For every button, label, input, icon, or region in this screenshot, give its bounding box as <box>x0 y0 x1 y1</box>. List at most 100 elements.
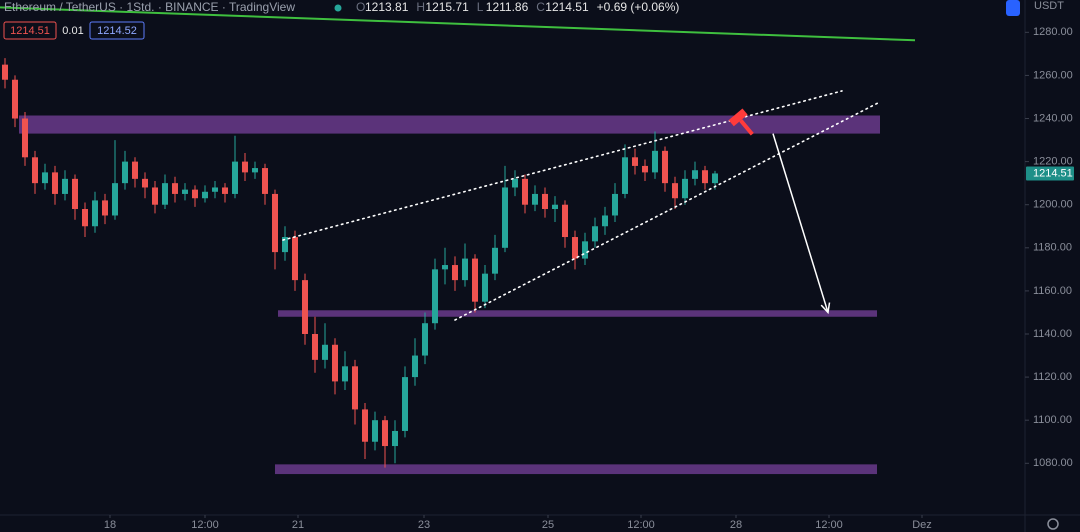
y-tick-label: 1260.00 <box>1033 69 1073 81</box>
ohlc-value: 1213.81 <box>365 0 409 14</box>
candle-body <box>702 170 708 184</box>
ohlc-value: 1215.71 <box>425 0 469 14</box>
ohlc-key: H <box>416 0 425 14</box>
candle-body <box>622 157 628 194</box>
ohlc-key: O <box>356 0 365 14</box>
candle-body <box>332 344 338 382</box>
candle-body <box>192 189 198 199</box>
arrow <box>772 133 829 313</box>
x-tick-label: 25 <box>542 519 554 531</box>
candle-body <box>12 79 18 119</box>
ohlc-legend: O 1213.81 H 1215.71 L 1211.86 C 1214.51 +0.69 (+… <box>356 0 679 14</box>
candle-body <box>272 193 278 253</box>
moving-average <box>0 6 916 42</box>
candle-body <box>302 280 308 334</box>
candle-body <box>292 237 298 281</box>
candle-body <box>352 366 358 410</box>
candle-body <box>322 344 328 360</box>
candle-body <box>112 183 118 216</box>
spread: 0.01 <box>62 25 83 37</box>
candle-body <box>182 189 188 194</box>
candle-body <box>72 178 78 210</box>
candle-body <box>32 157 38 184</box>
buy-box[interactable] <box>89 21 145 40</box>
candle-body <box>542 193 548 210</box>
candle-body <box>152 187 158 205</box>
last-price-box <box>1026 166 1074 181</box>
y-tick-label: 1180.00 <box>1033 242 1072 254</box>
y-tick-label: 1120.00 <box>1033 371 1072 383</box>
candle-body <box>92 200 98 227</box>
candle-body <box>222 187 228 194</box>
candle-body <box>572 237 578 259</box>
ohlc-value: 1211.86 <box>486 0 529 14</box>
trend-line <box>454 101 881 321</box>
sell-price[interactable]: 1214.51 <box>10 25 50 37</box>
candle-body <box>102 200 108 216</box>
candle-body <box>132 161 138 179</box>
y-tick-label: 1160.00 <box>1033 285 1072 297</box>
candle-body <box>22 118 28 158</box>
y-tick-label: 1240.00 <box>1033 112 1073 124</box>
candle-body <box>512 178 518 188</box>
candle-body <box>162 183 168 205</box>
candle-body <box>202 191 208 199</box>
candle-body <box>2 64 8 80</box>
x-tick-label: 12:00 <box>191 519 219 531</box>
candle-body <box>212 187 218 192</box>
candle-body <box>142 178 148 188</box>
arrow-head <box>820 302 831 315</box>
candle-body <box>502 187 508 248</box>
candle-body <box>402 377 408 431</box>
candle-body <box>522 178 528 205</box>
y-tick-label: 1200.00 <box>1033 199 1073 211</box>
candle-body <box>662 150 668 184</box>
buy-price[interactable]: 1214.52 <box>97 25 137 37</box>
candle-body <box>122 161 128 184</box>
candle-body <box>482 273 488 302</box>
candle-body <box>612 193 618 216</box>
x-tick-label: Dez <box>912 519 932 531</box>
candle-body <box>362 409 368 442</box>
candle-body <box>232 161 238 194</box>
candle-body <box>62 178 68 194</box>
zone <box>275 464 877 475</box>
candle-body <box>392 430 398 447</box>
ohlc-key: L <box>477 0 484 14</box>
plot-area <box>0 6 916 475</box>
chart-title: Ethereum / TetherUS · 1Std. · BINANCE · … <box>4 0 295 14</box>
zone <box>278 310 877 317</box>
settings-icon[interactable] <box>1047 518 1059 530</box>
status-dot <box>334 4 342 12</box>
candle-body <box>562 204 568 238</box>
candle-body <box>252 168 258 173</box>
candle-body <box>672 183 678 199</box>
x-tick-label: 18 <box>104 519 116 531</box>
candle-body <box>242 161 248 173</box>
x-tick-label: 12:00 <box>815 519 843 531</box>
candle-body <box>442 265 448 270</box>
candle-body <box>432 269 438 324</box>
candle-body <box>422 323 428 356</box>
y-tick-label: 1280.00 <box>1033 26 1073 38</box>
candle-body <box>312 333 318 360</box>
toolbar-button[interactable] <box>1006 0 1020 16</box>
candle-body <box>42 172 48 184</box>
candle-body <box>552 204 558 210</box>
hammer-icon <box>728 108 754 136</box>
ohlc-value: 1214.51 <box>545 0 589 14</box>
candle-body <box>712 173 718 184</box>
candle-body <box>82 209 88 227</box>
sell-box[interactable] <box>3 21 57 40</box>
candle-body <box>282 237 288 253</box>
candle-body <box>172 183 178 194</box>
y-tick-label: 1140.00 <box>1033 328 1072 340</box>
candle-body <box>52 172 58 194</box>
candle-body <box>592 226 598 242</box>
candle-body <box>342 366 348 382</box>
y-tick-label: 1080.00 <box>1033 457 1073 469</box>
zone <box>19 115 880 134</box>
candle-body <box>682 178 688 199</box>
